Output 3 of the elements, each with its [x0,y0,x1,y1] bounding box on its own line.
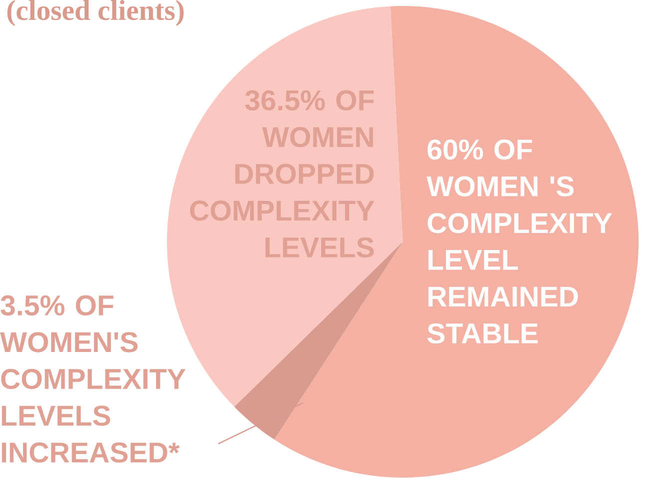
slice-label: 60% OF WOMEN 'S COMPLEXITY LEVEL REMAINED STABLE [426,140,612,344]
slice-label: 3.5% OF WOMEN'S COMPLEXITY LEVELS INCREASED* [0,296,186,463]
chart-title: (closed clients) [7,0,184,26]
